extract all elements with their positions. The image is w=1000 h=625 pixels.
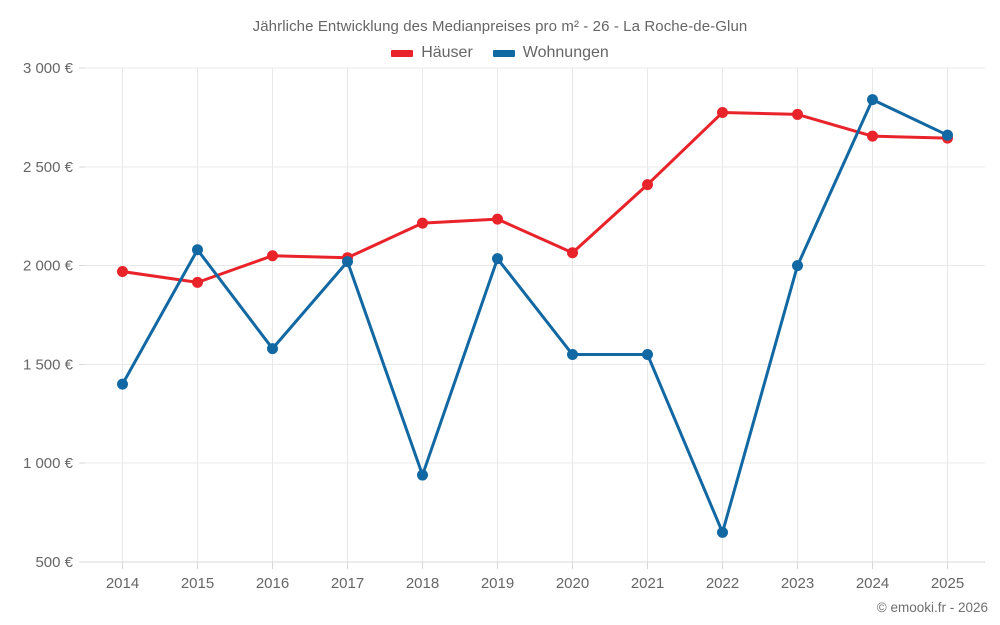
data-point[interactable] <box>567 247 578 259</box>
x-axis-tick-label: 2022 <box>706 575 739 592</box>
y-axis-tick-label: 2 500 € <box>23 159 74 176</box>
legend-swatch-hauser <box>391 49 414 57</box>
data-point[interactable] <box>642 179 653 191</box>
data-point[interactable] <box>342 256 353 268</box>
series-line-wohnungen <box>121 98 949 534</box>
legend-label-hauser: Häuser <box>421 44 473 61</box>
legend-label-wohnungen: Wohnungen <box>522 44 609 61</box>
y-axis-tick-label: 500 € <box>35 554 73 571</box>
chart-title: Jährliche Entwicklung des Medianpreises … <box>252 18 748 35</box>
x-axis-tick-label: 2017 <box>331 575 364 592</box>
copyright-credit: © emooki.fr - 2026 <box>876 600 988 615</box>
y-axis-tick-label: 2 000 € <box>23 258 74 275</box>
data-point[interactable] <box>417 217 428 229</box>
data-point[interactable] <box>792 260 803 272</box>
data-point[interactable] <box>867 94 878 106</box>
data-point[interactable] <box>717 526 728 538</box>
data-point[interactable] <box>192 276 203 288</box>
series-häuser <box>117 106 953 288</box>
data-point[interactable] <box>267 343 278 355</box>
x-axis-tick-label: 2016 <box>256 575 289 592</box>
x-axis-tick-label: 2014 <box>106 575 139 592</box>
data-point[interactable] <box>492 213 503 225</box>
chart-legend: Häuser Wohnungen <box>0 44 1000 62</box>
x-axis-tick-label: 2023 <box>781 575 814 592</box>
data-point[interactable] <box>417 469 428 481</box>
data-point[interactable] <box>117 378 128 390</box>
legend-swatch-wohnungen <box>492 49 515 57</box>
x-axis-tick-label: 2021 <box>631 575 664 592</box>
data-point[interactable] <box>567 349 578 361</box>
legend-item-wohnungen[interactable]: Wohnungen <box>492 44 609 62</box>
data-point[interactable] <box>492 253 503 265</box>
x-axis-tick-label: 2024 <box>856 575 889 592</box>
data-point[interactable] <box>867 130 878 142</box>
x-axis-tick-label: 2018 <box>406 575 439 592</box>
x-axis-tick-label: 2020 <box>556 575 589 592</box>
data-point[interactable] <box>117 266 128 278</box>
data-point[interactable] <box>717 106 728 118</box>
data-point[interactable] <box>192 244 203 256</box>
data-point[interactable] <box>792 108 803 120</box>
data-point[interactable] <box>642 349 653 361</box>
x-axis-tick-label: 2025 <box>931 575 964 592</box>
series-line-häuser <box>121 110 949 284</box>
data-point[interactable] <box>267 250 278 262</box>
series-wohnungen <box>117 94 953 538</box>
y-axis-tick-label: 1 000 € <box>23 455 74 472</box>
x-axis-tick-label: 2019 <box>481 575 514 592</box>
data-point[interactable] <box>942 129 953 141</box>
y-axis-tick-label: 3 000 € <box>23 60 74 77</box>
x-axis-tick-label: 2015 <box>181 575 214 592</box>
legend-item-hauser[interactable]: Häuser <box>391 44 473 62</box>
y-axis-tick-label: 1 500 € <box>23 356 74 373</box>
